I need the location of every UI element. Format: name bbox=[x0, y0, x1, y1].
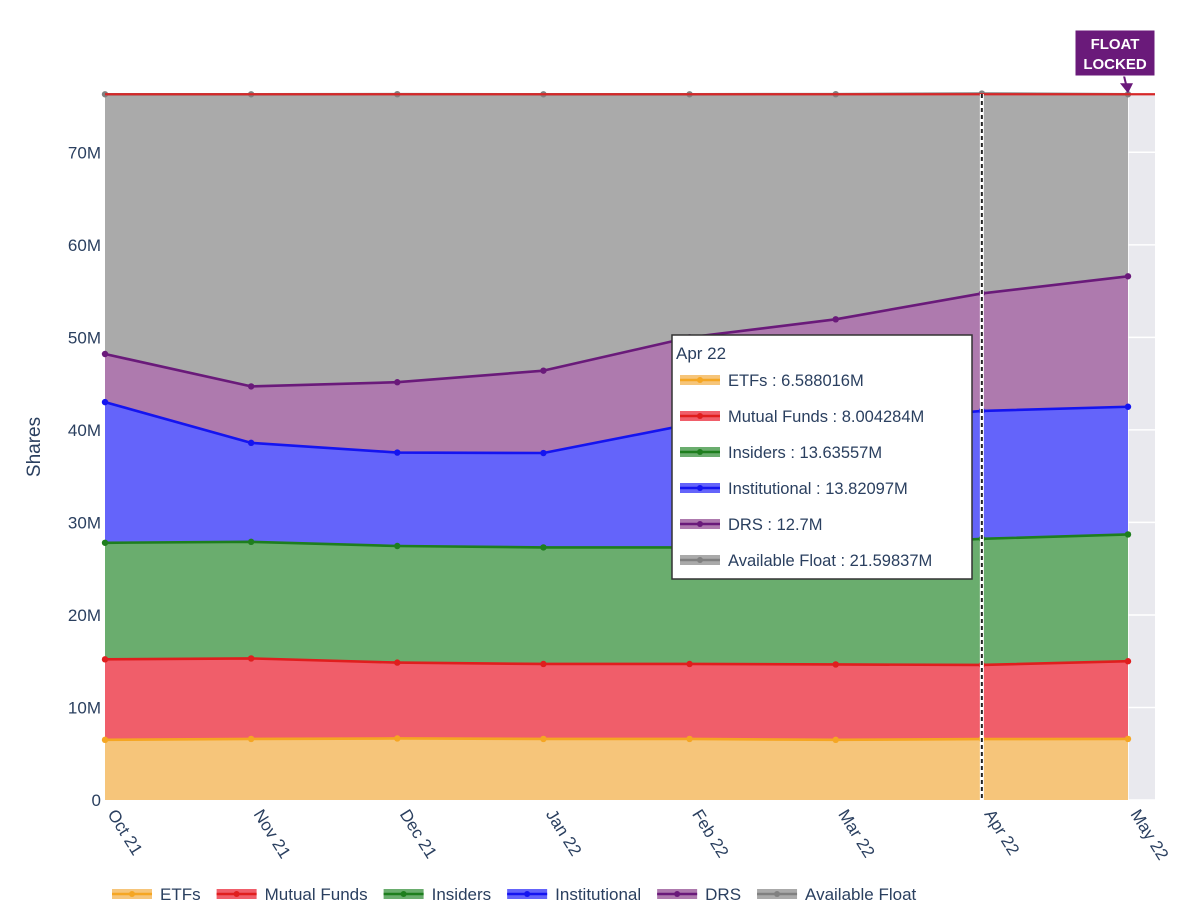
point-drs-mar-22 bbox=[832, 316, 839, 323]
point-institutional-oct-21 bbox=[101, 398, 109, 406]
point-mutual-funds-jan-22 bbox=[540, 660, 547, 668]
point-insiders-may-22 bbox=[1124, 531, 1132, 538]
point-drs-oct-21 bbox=[101, 350, 109, 358]
legend-label: Institutional bbox=[555, 885, 641, 904]
area-etfs bbox=[105, 738, 1128, 800]
point-etfs-dec-21 bbox=[394, 735, 401, 742]
y-tick-label: 40M bbox=[68, 421, 101, 440]
y-tick-label: 0 bbox=[92, 791, 101, 810]
y-tick-label: 10M bbox=[68, 698, 101, 717]
legend-label: Insiders bbox=[432, 885, 492, 904]
y-tick-label: 50M bbox=[68, 328, 101, 347]
legend-label: Available Float bbox=[805, 885, 916, 904]
area-insiders bbox=[105, 534, 1128, 665]
legend-label: ETFs bbox=[160, 885, 201, 904]
legend-marker bbox=[129, 891, 135, 897]
legend-item-insiders[interactable]: Insiders bbox=[383, 885, 492, 904]
hover-item-text: Insiders : 13.63557M bbox=[728, 444, 882, 462]
y-tick-label: 30M bbox=[68, 513, 101, 532]
legend-marker bbox=[674, 891, 681, 897]
area-mutual-funds bbox=[105, 658, 1128, 740]
hover-swatch-marker bbox=[697, 413, 703, 419]
hover-item-text: Institutional : 13.82097M bbox=[728, 480, 908, 498]
legend-item-institutional[interactable]: Institutional bbox=[507, 885, 641, 904]
y-tick-label: 70M bbox=[68, 143, 101, 162]
point-drs-jan-22 bbox=[540, 367, 547, 374]
float-locked-annotation: FLOAT LOCKED bbox=[1074, 29, 1156, 94]
legend-item-mutual-funds[interactable]: Mutual Funds bbox=[216, 885, 368, 904]
legend-marker bbox=[233, 891, 240, 897]
hover-swatch-marker bbox=[697, 449, 703, 455]
point-etfs-feb-22 bbox=[686, 735, 693, 743]
point-drs-may-22 bbox=[1124, 273, 1132, 280]
point-institutional-nov-21 bbox=[247, 439, 255, 447]
hover-swatch-marker bbox=[697, 485, 703, 491]
point-mutual-funds-feb-22 bbox=[686, 660, 693, 668]
x-tick-label: Jan 22 bbox=[542, 806, 585, 859]
hover-item-text: Mutual Funds : 8.004284M bbox=[728, 408, 924, 426]
x-tick-label: Nov 21 bbox=[250, 806, 295, 862]
point-mutual-funds-oct-21 bbox=[101, 656, 109, 663]
hover-tooltip-bg bbox=[671, 334, 973, 580]
x-tick-label: Mar 22 bbox=[834, 806, 878, 861]
x-tick-label: Feb 22 bbox=[688, 806, 732, 861]
legend-item-drs[interactable]: DRS bbox=[657, 885, 741, 904]
legend-item-available-float[interactable]: Available Float bbox=[757, 885, 917, 904]
hover-item-text: ETFs : 6.588016M bbox=[728, 372, 864, 390]
point-etfs-nov-21 bbox=[247, 735, 255, 743]
legend-marker bbox=[400, 891, 407, 897]
hover-title: Apr 22 bbox=[676, 344, 726, 363]
area-available-float bbox=[105, 93, 1128, 387]
hover-item-text: Available Float : 21.59837M bbox=[728, 552, 932, 570]
line-drs bbox=[104, 274, 1129, 388]
point-mutual-funds-nov-21 bbox=[247, 655, 255, 662]
legend-marker bbox=[524, 891, 531, 897]
point-insiders-jan-22 bbox=[540, 544, 547, 551]
legend-item-etfs[interactable]: ETFs bbox=[112, 885, 201, 904]
hover-item-text: DRS : 12.7M bbox=[728, 516, 822, 534]
annotation-line1: FLOAT bbox=[1091, 36, 1140, 53]
point-insiders-oct-21 bbox=[101, 539, 109, 546]
point-institutional-jan-22 bbox=[540, 449, 547, 457]
line-etfs bbox=[104, 737, 1129, 742]
point-drs-nov-21 bbox=[247, 383, 255, 390]
point-institutional-dec-21 bbox=[394, 449, 401, 456]
point-drs-dec-21 bbox=[394, 379, 401, 386]
point-etfs-oct-21 bbox=[101, 736, 109, 744]
point-insiders-dec-21 bbox=[394, 542, 401, 550]
hover-swatch-marker bbox=[697, 377, 703, 383]
annotation-box bbox=[1074, 29, 1156, 77]
x-tick-label: Oct 21 bbox=[104, 806, 147, 859]
point-etfs-jan-22 bbox=[540, 735, 547, 743]
legend-marker bbox=[774, 891, 781, 897]
y-axis-title: Shares bbox=[24, 417, 45, 477]
annotation-line2: LOCKED bbox=[1083, 56, 1147, 73]
hover-swatch-marker bbox=[697, 557, 703, 563]
point-mutual-funds-mar-22 bbox=[832, 661, 839, 668]
y-tick-label: 60M bbox=[68, 236, 101, 255]
hover-swatch-marker bbox=[697, 521, 703, 527]
x-tick-label: Apr 22 bbox=[980, 806, 1023, 859]
x-tick-label: May 22 bbox=[1127, 806, 1173, 863]
point-etfs-mar-22 bbox=[832, 736, 839, 744]
line-mutual-funds bbox=[104, 657, 1129, 667]
point-mutual-funds-may-22 bbox=[1124, 658, 1132, 665]
point-etfs-may-22 bbox=[1124, 735, 1132, 743]
point-mutual-funds-dec-21 bbox=[394, 659, 401, 666]
y-tick-label: 20M bbox=[68, 606, 101, 625]
point-insiders-nov-21 bbox=[247, 538, 255, 546]
legend-label: Mutual Funds bbox=[265, 885, 368, 904]
point-institutional-may-22 bbox=[1124, 403, 1132, 410]
annotation-arrowhead bbox=[1120, 83, 1133, 94]
x-tick-label: Dec 21 bbox=[396, 806, 441, 862]
legend-label: DRS bbox=[705, 885, 741, 904]
